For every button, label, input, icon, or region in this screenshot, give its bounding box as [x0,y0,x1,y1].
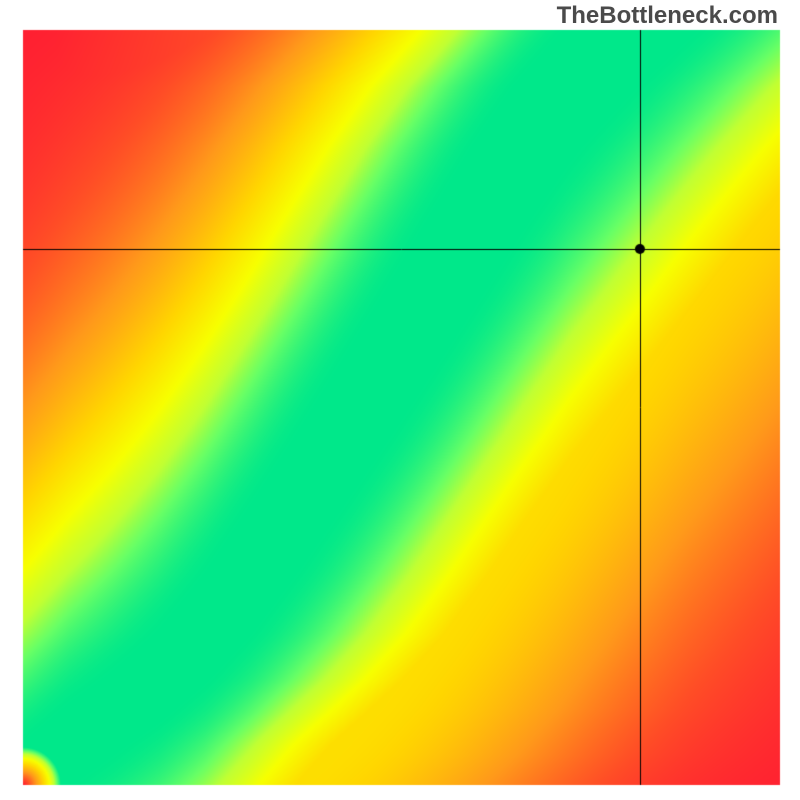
heatmap-canvas [0,0,800,800]
watermark: TheBottleneck.com [557,2,778,30]
